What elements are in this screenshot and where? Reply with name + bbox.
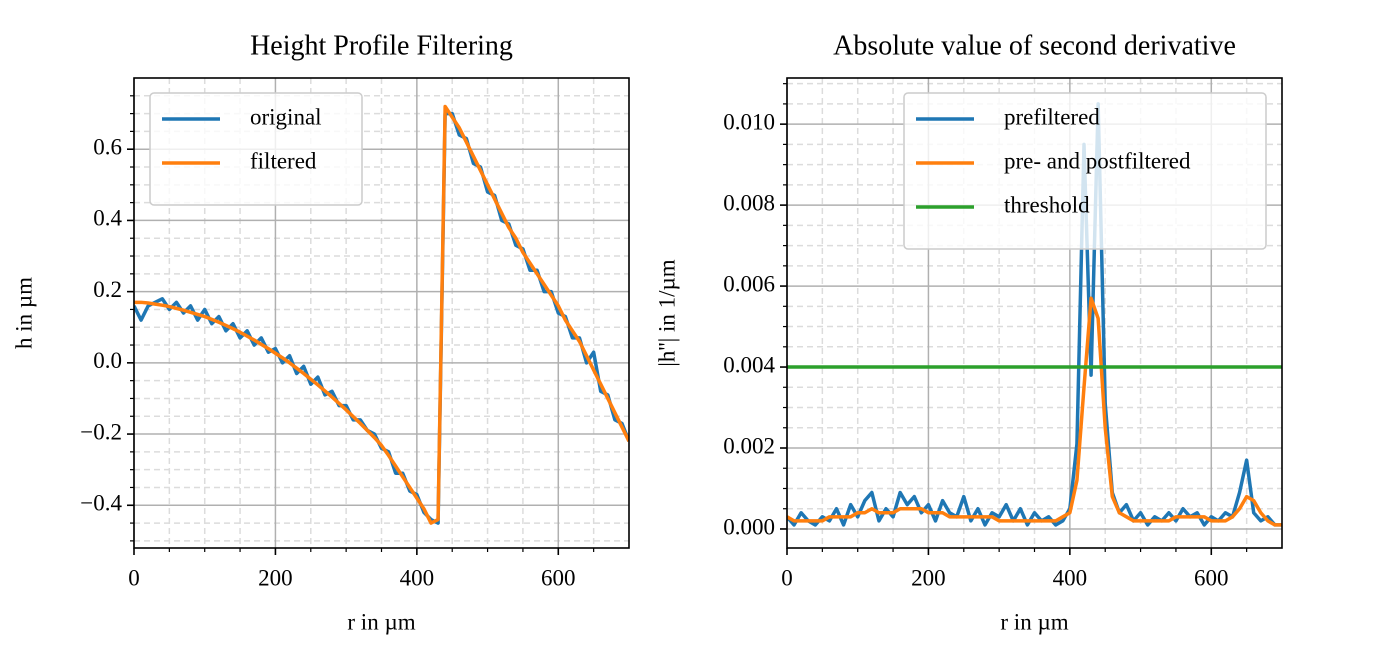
y-tick-label: 0.002 <box>723 433 775 458</box>
series-line <box>134 104 629 525</box>
y-tick-label: 0.004 <box>723 352 775 377</box>
x-tick-label: 600 <box>541 565 576 590</box>
y-tick-label: −0.2 <box>80 419 122 444</box>
legend-label: filtered <box>250 148 317 173</box>
y-tick-label: 0.010 <box>723 109 775 134</box>
x-tick-label: 200 <box>258 565 293 590</box>
y-tick-label: 0.006 <box>723 271 775 296</box>
x-tick-label: 400 <box>1053 565 1088 590</box>
y-axis-label: h in µm <box>11 277 36 349</box>
y-tick-label: 0.4 <box>93 206 122 231</box>
y-tick-label: 0.008 <box>723 190 775 215</box>
legend-box <box>149 92 363 206</box>
legend-label: prefiltered <box>1004 104 1100 129</box>
legend: prefiltered pre- and postfiltered threshol… <box>903 92 1267 250</box>
x-tick-label: 400 <box>400 565 435 590</box>
x-tick-label: 0 <box>781 565 793 590</box>
legend-label: threshold <box>1004 192 1090 217</box>
y-tick-label: −0.4 <box>80 491 122 516</box>
y-tick-label: 0.000 <box>723 514 775 539</box>
y-tick-label: 0.2 <box>93 277 122 302</box>
x-axis-label: r in µm <box>347 609 415 634</box>
chart-title: Absolute value of second derivative <box>833 30 1236 61</box>
chart-title: Height Profile Filtering <box>250 30 513 61</box>
legend-label: original <box>250 104 322 129</box>
x-tick-label: 200 <box>911 565 946 590</box>
y-axis-label: |h''| in 1/µm <box>654 259 679 367</box>
y-tick-label: 0.0 <box>93 348 122 373</box>
series-line <box>787 296 1282 527</box>
y-tick-label: 0.6 <box>93 134 122 159</box>
legend: original filtered <box>149 92 363 206</box>
legend-box <box>903 92 1267 250</box>
x-tick-label: 0 <box>128 565 140 590</box>
x-axis-label: r in µm <box>1000 609 1068 634</box>
x-tick-label: 600 <box>1194 565 1229 590</box>
legend-label: pre- and postfiltered <box>1004 148 1191 173</box>
